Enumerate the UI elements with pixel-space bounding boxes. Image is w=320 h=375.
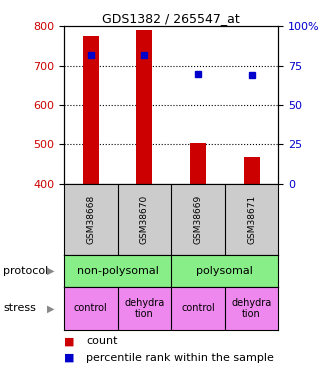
Text: dehydra
tion: dehydra tion	[231, 298, 272, 319]
Text: non-polysomal: non-polysomal	[77, 266, 158, 276]
Bar	[190, 143, 206, 184]
Text: GSM38669: GSM38669	[194, 195, 203, 244]
Text: ■: ■	[64, 353, 78, 363]
Text: stress: stress	[3, 303, 36, 313]
Text: control: control	[181, 303, 215, 313]
Text: polysomal: polysomal	[196, 266, 253, 276]
Text: control: control	[74, 303, 108, 313]
Text: ▶: ▶	[47, 266, 55, 276]
Title: GDS1382 / 265547_at: GDS1382 / 265547_at	[102, 12, 240, 25]
Text: GSM38671: GSM38671	[247, 195, 256, 244]
Text: ▶: ▶	[47, 303, 55, 313]
Text: ■: ■	[64, 336, 78, 346]
Bar	[83, 36, 99, 184]
Text: GSM38670: GSM38670	[140, 195, 149, 244]
Bar	[244, 157, 260, 184]
Text: percentile rank within the sample: percentile rank within the sample	[86, 353, 274, 363]
Text: protocol: protocol	[3, 266, 48, 276]
Text: GSM38668: GSM38668	[86, 195, 95, 244]
Text: dehydra
tion: dehydra tion	[124, 298, 164, 319]
Bar	[136, 30, 152, 184]
Text: count: count	[86, 336, 118, 346]
